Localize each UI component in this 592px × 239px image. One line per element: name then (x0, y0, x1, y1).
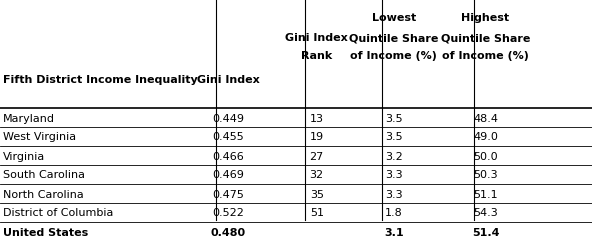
Text: 3.2: 3.2 (385, 152, 403, 162)
Text: Lowest: Lowest (372, 13, 416, 23)
Text: 3.3: 3.3 (385, 190, 403, 200)
Text: 51: 51 (310, 208, 324, 218)
Text: Maryland: Maryland (3, 114, 55, 124)
Text: 1.8: 1.8 (385, 208, 403, 218)
Text: 0.475: 0.475 (212, 190, 244, 200)
Text: 3.5: 3.5 (385, 114, 403, 124)
Text: 19: 19 (310, 132, 324, 142)
Text: Gini Index: Gini Index (197, 75, 259, 85)
Text: 50.3: 50.3 (473, 170, 498, 180)
Text: South Carolina: South Carolina (3, 170, 85, 180)
Text: Gini Index: Gini Index (285, 33, 348, 43)
Text: 51.1: 51.1 (473, 190, 498, 200)
Text: 27: 27 (310, 152, 324, 162)
Text: of Income (%): of Income (%) (442, 51, 529, 61)
Text: 49.0: 49.0 (473, 132, 498, 142)
Text: North Carolina: North Carolina (3, 190, 83, 200)
Text: 0.466: 0.466 (212, 152, 244, 162)
Text: 0.522: 0.522 (212, 208, 244, 218)
Text: 51.4: 51.4 (472, 228, 499, 238)
Text: West Virginia: West Virginia (3, 132, 76, 142)
Text: 35: 35 (310, 190, 324, 200)
Text: Quintile Share: Quintile Share (441, 33, 530, 43)
Text: Virginia: Virginia (3, 152, 45, 162)
Text: 0.469: 0.469 (212, 170, 244, 180)
Text: 32: 32 (310, 170, 324, 180)
Text: United States: United States (3, 228, 88, 238)
Text: Highest: Highest (461, 13, 510, 23)
Text: 0.480: 0.480 (210, 228, 246, 238)
Text: 3.1: 3.1 (384, 228, 404, 238)
Text: 13: 13 (310, 114, 324, 124)
Text: 3.3: 3.3 (385, 170, 403, 180)
Text: 54.3: 54.3 (473, 208, 498, 218)
Text: 50.0: 50.0 (473, 152, 498, 162)
Text: Rank: Rank (301, 51, 332, 61)
Text: District of Columbia: District of Columbia (3, 208, 113, 218)
Text: 3.5: 3.5 (385, 132, 403, 142)
Text: 0.455: 0.455 (212, 132, 244, 142)
Text: 48.4: 48.4 (473, 114, 498, 124)
Text: 0.449: 0.449 (212, 114, 244, 124)
Text: Quintile Share: Quintile Share (349, 33, 438, 43)
Text: Fifth District Income Inequality: Fifth District Income Inequality (3, 75, 198, 85)
Text: of Income (%): of Income (%) (350, 51, 437, 61)
